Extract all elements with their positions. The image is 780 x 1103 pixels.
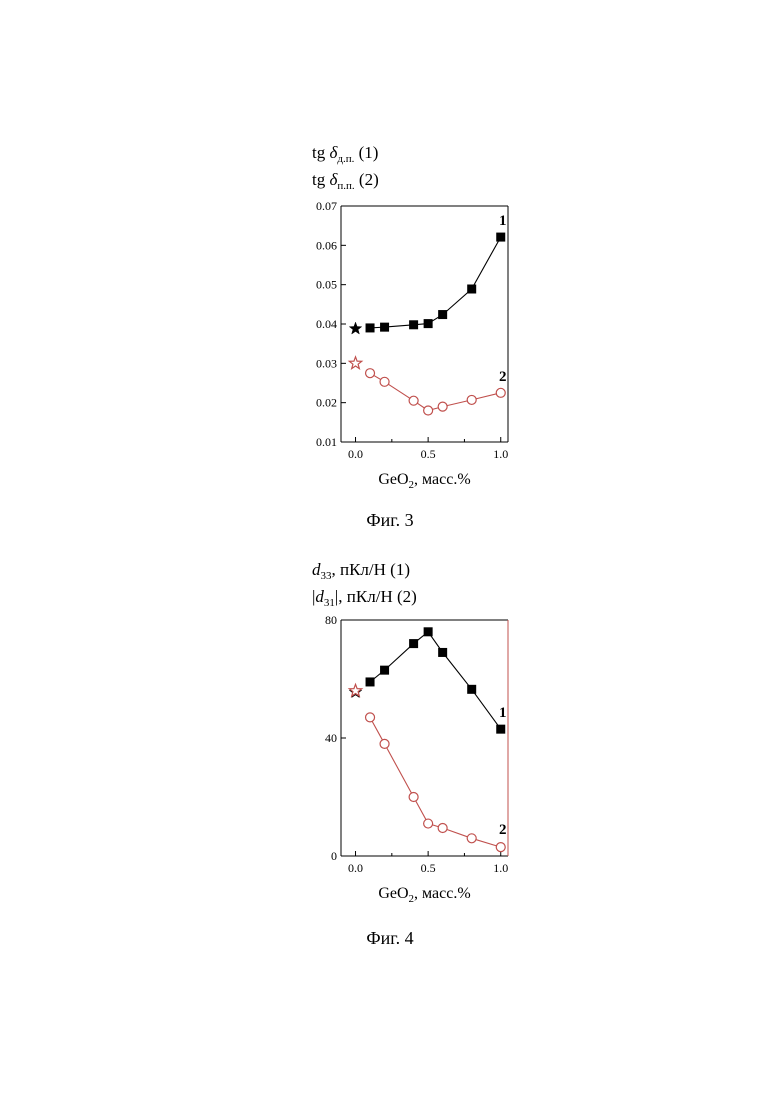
data-point-square [409,320,418,329]
data-point-circle [409,396,418,405]
y-tick-label: 40 [325,731,337,745]
data-point-square [380,666,389,675]
series-line-2 [370,373,501,410]
x-tick-label: 0.0 [348,861,363,875]
data-point-circle [366,369,375,378]
x-tick-label: 0.0 [348,447,363,461]
data-point-square [424,319,433,328]
data-point-square [424,627,433,636]
data-point-square [409,639,418,648]
x-tick-label: 1.0 [493,447,508,461]
data-point-circle [467,395,476,404]
y-tick-label: 0.06 [316,238,337,252]
data-point-square [496,233,505,242]
data-point-square [438,310,447,319]
fig4-caption: Фиг. 4 [0,928,780,949]
chart-4: 0 40 80 0.0 0.5 1.0 GeO2, масс.% 1 2 [325,613,508,905]
data-point-circle [409,793,418,802]
data-point-circle [496,843,505,852]
data-point-square [380,323,389,332]
series-line-1 [370,237,501,328]
star-marker-open [349,357,361,369]
series-label-1: 1 [499,213,507,229]
data-point-square [366,323,375,332]
data-point-circle [380,377,389,386]
y-tick-label: 0.03 [316,356,337,370]
x-axis-label: GeO2, масс.% [378,471,470,491]
data-point-circle [467,834,476,843]
y-tick-label: 0.07 [316,199,337,213]
data-point-square [496,725,505,734]
data-point-circle [438,823,447,832]
y-tick-label: 0.05 [316,278,337,292]
data-point-circle [424,819,433,828]
series-line-2 [370,717,501,847]
x-tick-label: 0.5 [421,447,436,461]
y-tick-label: 0.02 [316,396,337,410]
data-point-square [438,648,447,657]
y-tick-label: 0.01 [316,435,337,449]
series-label-2: 2 [499,822,507,838]
data-point-circle [424,406,433,415]
fig3-caption: Фиг. 3 [0,510,780,531]
y-tick-label: 80 [325,613,337,627]
series-line-1 [370,632,501,729]
data-point-square [366,677,375,686]
x-tick-label: 0.5 [421,861,436,875]
data-point-circle [366,713,375,722]
series-label-1: 1 [499,705,507,721]
y-tick-label: 0.04 [316,317,337,331]
data-point-square [467,685,476,694]
star-marker-filled [349,322,361,334]
x-axis-label: GeO2, масс.% [378,885,470,905]
x-tick-label: 1.0 [493,861,508,875]
chart-3: 0.01 0.02 0.03 0.04 0.05 0.06 0.07 0.0 0.5 1.0 GeO… [316,199,508,491]
series-label-2: 2 [499,369,507,385]
data-point-circle [380,739,389,748]
y-tick-label: 0 [331,849,337,863]
data-point-circle [438,402,447,411]
data-point-square [467,284,476,293]
data-point-circle [496,388,505,397]
